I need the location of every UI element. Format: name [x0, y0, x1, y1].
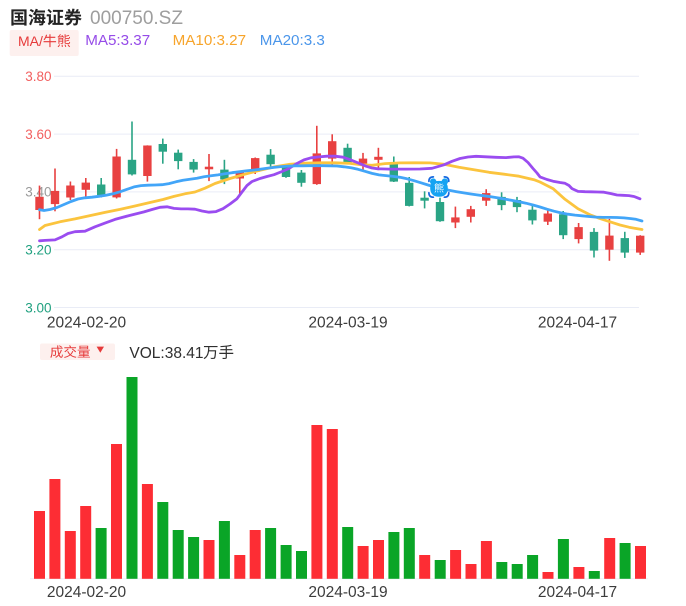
svg-text:MA10:3.27: MA10:3.27 — [173, 32, 246, 49]
svg-text:2024-02-20: 2024-02-20 — [47, 315, 127, 332]
svg-text:VOL:38.41: VOL:38.41 — [129, 345, 203, 362]
svg-text:2024-02-20: 2024-02-20 — [47, 584, 127, 601]
svg-text:MA/: MA/ — [18, 33, 43, 49]
svg-text:2024-03-19: 2024-03-19 — [308, 584, 387, 601]
svg-text:2024-04-17: 2024-04-17 — [538, 315, 617, 332]
svg-text:MA20:3.3: MA20:3.3 — [260, 32, 325, 49]
svg-text:3.40: 3.40 — [25, 185, 51, 200]
svg-text:3.00: 3.00 — [25, 300, 51, 315]
svg-text:3.80: 3.80 — [25, 69, 51, 84]
svg-text:MA5:3.37: MA5:3.37 — [85, 32, 150, 49]
svg-text:2024-03-19: 2024-03-19 — [308, 315, 387, 332]
svg-text:3.60: 3.60 — [25, 127, 51, 142]
svg-text:3.20: 3.20 — [25, 243, 51, 258]
svg-text:000750.SZ: 000750.SZ — [90, 8, 183, 29]
svg-text:2024-04-17: 2024-04-17 — [538, 584, 617, 601]
